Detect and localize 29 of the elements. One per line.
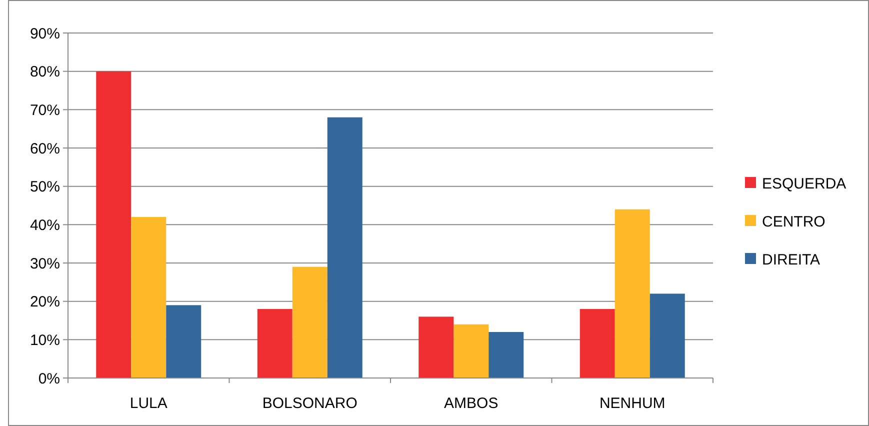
bar [327,117,362,378]
y-tick-label: 50% [30,178,60,196]
bar [454,324,489,378]
y-tick-label: 40% [30,216,60,234]
legend-label: ESQUERDA [762,175,846,192]
y-tick-label: 70% [30,102,60,119]
y-tick-label: 80% [30,64,60,81]
x-tick-label: LULA [130,395,168,412]
bar [96,71,132,378]
y-tick-label: 10% [30,332,60,349]
bar [418,316,454,378]
x-tick-label: AMBOS [444,395,498,412]
bar [257,309,292,378]
x-tick-label: NENHUM [599,395,666,412]
bar [650,294,685,378]
bar [614,209,650,378]
y-tick-label: 0% [38,370,60,388]
bar [292,266,328,378]
legend-label: DIREITA [762,251,820,268]
x-tick-label: BOLSONARO [262,395,358,412]
legend-label: CENTRO [762,213,826,230]
y-tick-label: 20% [30,294,60,311]
bar [131,217,166,378]
y-tick-label: 30% [30,255,60,272]
bar [166,305,202,378]
y-tick-label: 90% [30,25,60,42]
bar [488,332,524,378]
bar [580,309,615,378]
y-tick-label: 60% [30,140,60,158]
